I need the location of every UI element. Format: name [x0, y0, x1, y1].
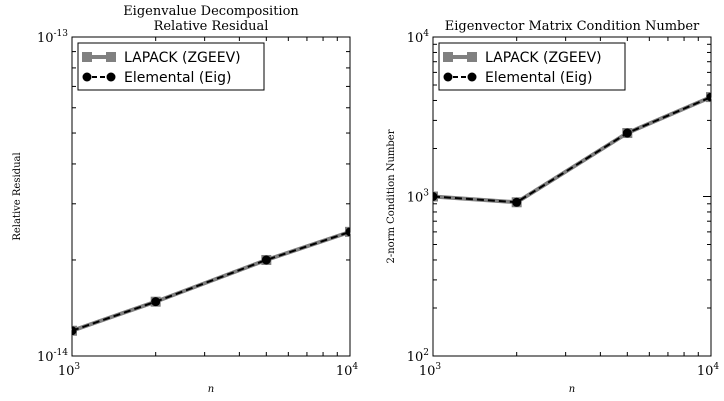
series-marker-elemental: [622, 128, 632, 138]
series-marker-elemental: [512, 197, 522, 207]
plot-area: [71, 36, 351, 357]
y-tick-label: 104: [407, 29, 430, 46]
x-axis-label: n: [569, 384, 575, 395]
series-marker-elemental: [72, 326, 77, 336]
series-marker-elemental: [433, 192, 438, 201]
legend-label: LAPACK (ZGEEV): [485, 50, 602, 66]
legend-marker-lapack: [467, 52, 477, 62]
legend-box: [77, 42, 265, 91]
series-line-elemental: [432, 96, 712, 204]
series-line-lapack: [432, 95, 712, 205]
series-layer: [432, 92, 712, 208]
legend-marker-elemental: [467, 72, 477, 82]
legend-marker-elemental: [443, 72, 453, 82]
x-tick-label: 103: [58, 362, 81, 379]
legend-marker-lapack: [106, 52, 116, 62]
legend-label: LAPACK (ZGEEV): [124, 50, 241, 66]
x-axis-label: n: [208, 384, 214, 395]
legend-marker-elemental: [106, 72, 116, 82]
legend: LAPACK (ZGEEV) Elemental (Eig): [438, 42, 626, 91]
x-tick-label: 104: [697, 362, 720, 379]
legend-label: Elemental (Eig): [485, 70, 592, 86]
legend-box: [438, 42, 626, 91]
y-tick-label: 102: [407, 348, 429, 365]
y-tick-label: 10-14: [37, 348, 68, 365]
y-axis-label: 2-norm Condition Number: [386, 129, 397, 263]
series-marker-elemental: [345, 227, 350, 237]
series-marker-elemental: [261, 255, 271, 265]
series-line-elemental: [71, 230, 351, 332]
x-tick-label: 103: [419, 362, 442, 379]
series-layer: [71, 226, 351, 336]
y-tick-label: 10-13: [37, 29, 68, 46]
y-axis-label: Relative Residual: [12, 152, 23, 240]
chart-title: Eigenvalue Decomposition: [123, 4, 299, 19]
chart-subtitle: Relative Residual: [154, 19, 269, 34]
y-tick-label: 103: [407, 189, 430, 206]
legend-label: Elemental (Eig): [124, 70, 231, 86]
series-marker-elemental: [151, 297, 161, 307]
legend-marker-elemental: [82, 72, 92, 82]
x-tick-label: 104: [336, 362, 359, 379]
legend-marker-lapack: [443, 52, 453, 62]
chart-title: Eigenvector Matrix Condition Number: [445, 19, 700, 34]
legend-marker-lapack: [82, 52, 92, 62]
legend: LAPACK (ZGEEV) Elemental (Eig): [77, 42, 265, 91]
series-marker-elemental: [706, 92, 711, 102]
